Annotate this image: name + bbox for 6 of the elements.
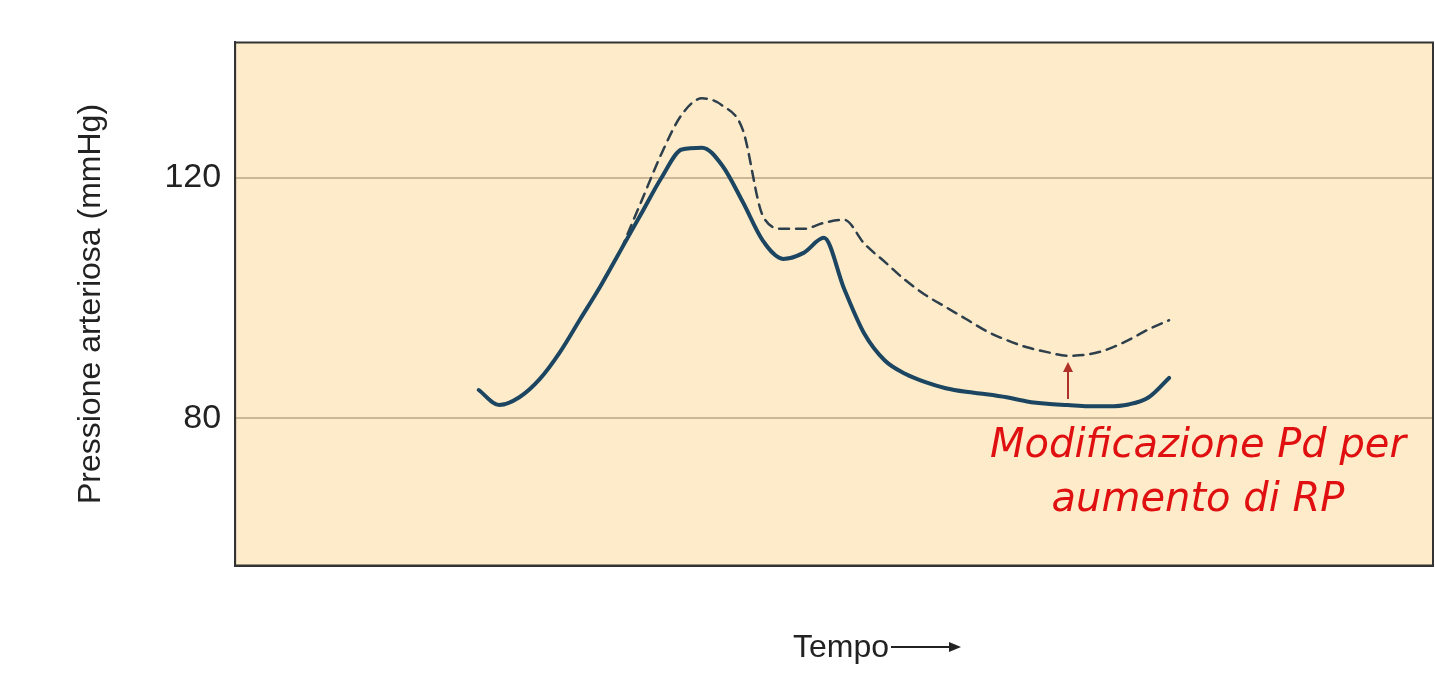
y-tick-label: 120 <box>164 156 222 195</box>
annotation: Modificazione Pd per aumento di RP <box>989 418 1409 522</box>
y-tick-label: 80 <box>183 396 222 435</box>
line-series <box>476 145 1172 409</box>
x-axis-title: Tempo <box>793 628 890 665</box>
y-axis-title: Pressione arteriosa (mmHg) <box>71 103 108 505</box>
